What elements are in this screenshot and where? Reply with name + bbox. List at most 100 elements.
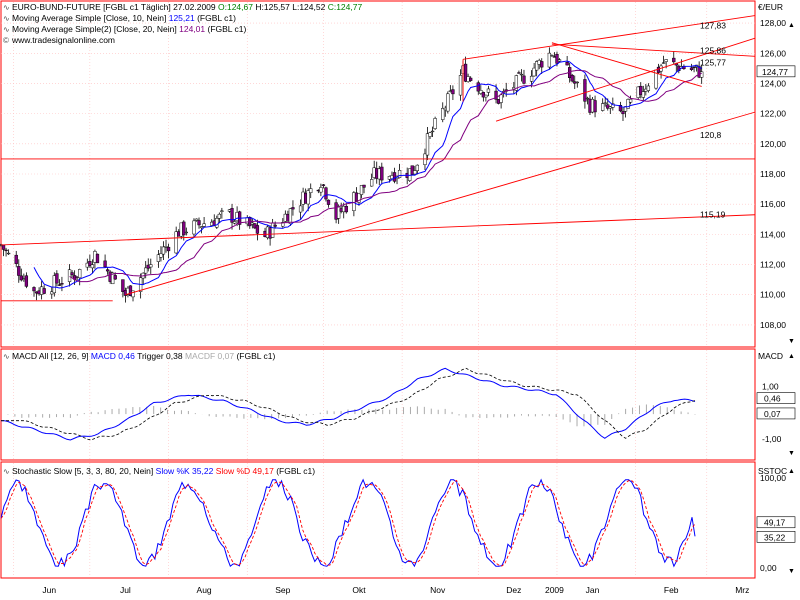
price-tick-label: 118,00 [760, 169, 786, 179]
candle-body [664, 59, 668, 62]
line-chart-icon: ∿ [3, 25, 10, 34]
candle-body [397, 170, 402, 178]
candle-body [410, 165, 414, 175]
month-label: Okt [352, 585, 366, 595]
stoch-legend: ∿ Stochastic Slow [5, 3, 3, 80, 20, Nein]… [3, 466, 315, 477]
stoch-scroll-down-icon[interactable]: ▼ [788, 568, 795, 575]
candle-body [6, 252, 11, 255]
macd-tick-label: -1,00 [762, 434, 782, 444]
price-tick-label: 128,00 [760, 18, 786, 28]
candle-body [555, 54, 559, 64]
macd-value-badge-text: 0,46 [764, 394, 781, 404]
scroll-down-icon[interactable]: ▼ [788, 338, 795, 345]
stoch-value-badge [756, 516, 796, 529]
candle-body [540, 61, 544, 68]
candle-body [67, 269, 72, 282]
macd-tick-label: 1,00 [762, 381, 779, 391]
candle-body [476, 82, 480, 92]
month-label: 2009 [545, 585, 564, 595]
candle-body [149, 264, 153, 268]
candle-body [458, 75, 463, 96]
candle-body [570, 74, 574, 82]
candle-body [484, 94, 488, 98]
ma20-suffix: (FGBL c1) [207, 24, 247, 34]
macd-label: MACD 0,46 [90, 351, 135, 361]
trendline-channel-down [551, 42, 702, 87]
candle-body [517, 72, 521, 74]
candle-body [164, 246, 168, 248]
candle-body [131, 290, 135, 298]
candle-body [291, 207, 295, 210]
stoch-panel-frame [0, 461, 756, 579]
trigger-label: Trigger 0,38 [137, 351, 183, 361]
candle-body [144, 267, 148, 274]
candle-body [90, 264, 95, 269]
candle-body [326, 199, 331, 205]
slow-k-label: Slow %K 35,22 [155, 466, 214, 476]
macd-scroll-down-icon[interactable]: ▼ [788, 450, 795, 457]
candle-body [441, 108, 445, 120]
price-tick-label: 126,00 [760, 48, 786, 58]
candle-body [217, 213, 221, 219]
candle-body [103, 260, 107, 268]
candle-body [499, 94, 503, 103]
scroll-up-icon[interactable]: ▲ [788, 22, 795, 29]
stoch-title: Stochastic Slow [5, 3, 3, 80, 20, Nein] [12, 466, 154, 476]
candle-body [288, 208, 293, 224]
slow-k-line [0, 478, 696, 568]
quote-date: 27.02.2009 [173, 2, 216, 12]
macd-panel-frame [0, 348, 756, 461]
candle-body [479, 90, 483, 94]
candle-body [199, 226, 204, 229]
stoch-tick-label: 100,00 [760, 473, 786, 483]
candle-body [14, 254, 18, 264]
macd-scroll-up-icon[interactable]: ▲ [788, 353, 795, 360]
macd-legend: ∿ MACD All [12, 26, 9] MACD 0,46 Trigger … [3, 351, 275, 362]
candle-body [19, 275, 23, 281]
candles [0, 47, 704, 303]
candle-body [565, 61, 569, 66]
candle-body [532, 67, 536, 77]
candle-body [182, 221, 186, 236]
month-label: Mrz [735, 585, 749, 595]
candle-body [689, 67, 694, 70]
candle-body [357, 193, 361, 203]
candle-body [639, 85, 643, 95]
candle-body [621, 111, 625, 115]
price-tick-label: 110,00 [760, 290, 786, 300]
ma20-line [69, 69, 702, 283]
macd-value-badge-text: 0,07 [764, 409, 781, 419]
macdf-label: MACDF 0,07 [184, 351, 235, 361]
candle-body [380, 166, 384, 181]
slow-d-label: Slow %D 49,17 [215, 466, 274, 476]
candle-body [463, 63, 468, 82]
candle-body [78, 269, 82, 279]
slow-d-line [0, 479, 696, 567]
macd-value-badge [756, 407, 796, 420]
macd-unit-label: MACD [758, 351, 784, 361]
price-tick-label: 112,00 [760, 260, 786, 270]
stoch-scroll-up-icon[interactable]: ▲ [788, 468, 795, 475]
quote-open: O:124,67 [218, 2, 253, 12]
macd-lines [0, 367, 696, 441]
last-price-badge [756, 65, 796, 78]
candle-body [585, 97, 590, 100]
price-title-line: ∿ EURO-BUND-FUTURE [FGBL c1 Täglich] 27.0… [3, 2, 362, 13]
candle-body [32, 287, 36, 292]
stoch-value-badge-text: 35,22 [764, 532, 786, 542]
candle-body [494, 90, 498, 100]
line-chart-icon: ∿ [3, 14, 10, 23]
quote-high: H:125,57 [255, 2, 290, 12]
stoch-unit-label: SSTOC [758, 466, 788, 476]
price-tick-label: 114,00 [760, 229, 786, 239]
candle-body [17, 266, 21, 276]
candle-body [529, 75, 534, 82]
candle-body [415, 164, 420, 171]
source-label: www.tradesignalonline.com [12, 35, 115, 45]
candle-body [601, 103, 605, 111]
candle-body [593, 100, 597, 113]
trendlines [0, 15, 756, 302]
candle-body [628, 98, 633, 103]
candle-body [174, 231, 178, 254]
